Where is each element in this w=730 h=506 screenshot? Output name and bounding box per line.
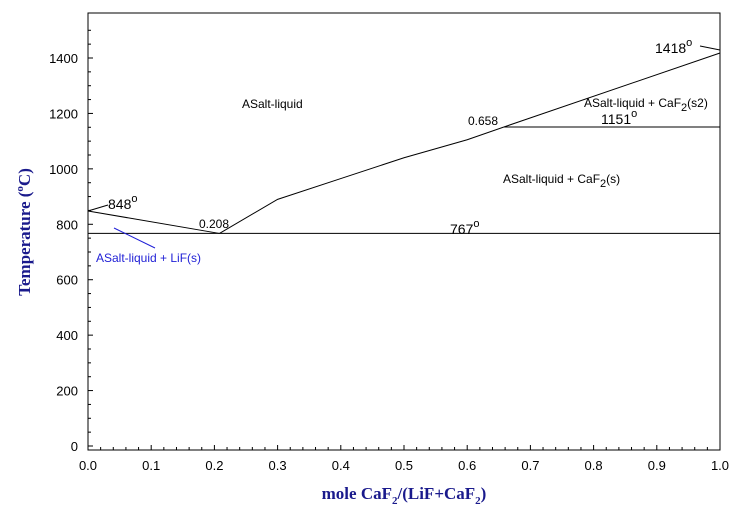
x-tick-label: 0.5 xyxy=(395,458,413,473)
phase-boundary-3 xyxy=(503,52,721,128)
y-tick-label: 1200 xyxy=(49,106,78,121)
y-tick-label: 800 xyxy=(56,217,78,232)
plot-frame xyxy=(87,12,721,451)
x-tick-label: 0.6 xyxy=(458,458,476,473)
annotation-1151: 1151o xyxy=(601,108,637,127)
y-axis-ticks: 0 200 400 600 800 1000 1200 1400 xyxy=(49,29,93,454)
annotation-767: 767o xyxy=(450,218,479,237)
label-leader-lif xyxy=(113,227,156,249)
x-tick-label: 0.9 xyxy=(648,458,666,473)
annotation-peritectic: 0.658 xyxy=(468,114,498,128)
region-label-lif: ASalt-liquid + LiF(s) xyxy=(96,251,201,265)
phase-boundaries xyxy=(87,52,721,234)
y-tick-label: 0 xyxy=(71,439,78,454)
x-tick-label: 0.4 xyxy=(332,458,350,473)
y-axis-title: Temperature (oC) xyxy=(14,168,34,296)
label-leader-848 xyxy=(87,204,109,212)
region-label-liquid: ASalt-liquid xyxy=(242,97,303,111)
x-tick-label: 0.3 xyxy=(269,458,287,473)
y-tick-label: 1000 xyxy=(49,162,78,177)
x-tick-label: 0.2 xyxy=(205,458,223,473)
y-tick-label: 600 xyxy=(56,273,78,288)
annotation-848: 848o xyxy=(108,193,137,212)
phase-boundary-1 xyxy=(87,210,220,234)
x-tick-label: 0.0 xyxy=(79,458,97,473)
x-tick-label: 1.0 xyxy=(711,458,729,473)
x-tick-label: 0.7 xyxy=(521,458,539,473)
x-axis-ticks: 0.0 0.1 0.2 0.3 0.4 0.5 0.6 0.7 0.8 0.9 1.0 xyxy=(79,445,729,473)
x-tick-label: 0.1 xyxy=(142,458,160,473)
y-tick-label: 1400 xyxy=(49,51,78,66)
y-tick-label: 200 xyxy=(56,384,78,399)
region-label-caf2-s2: ASalt-liquid + CaF2(s2) xyxy=(584,96,708,114)
x-axis-title: mole CaF2/(LiF+CaF2) xyxy=(322,484,487,506)
phase-boundary-2 xyxy=(219,126,505,234)
x-tick-label: 0.8 xyxy=(585,458,603,473)
annotation-eutectic: 0.208 xyxy=(199,217,229,231)
label-leader-1418 xyxy=(699,45,721,51)
region-label-caf2: ASalt-liquid + CaF2(s) xyxy=(503,172,620,190)
annotation-1418: 1418o xyxy=(655,37,692,56)
y-tick-label: 400 xyxy=(56,328,78,343)
